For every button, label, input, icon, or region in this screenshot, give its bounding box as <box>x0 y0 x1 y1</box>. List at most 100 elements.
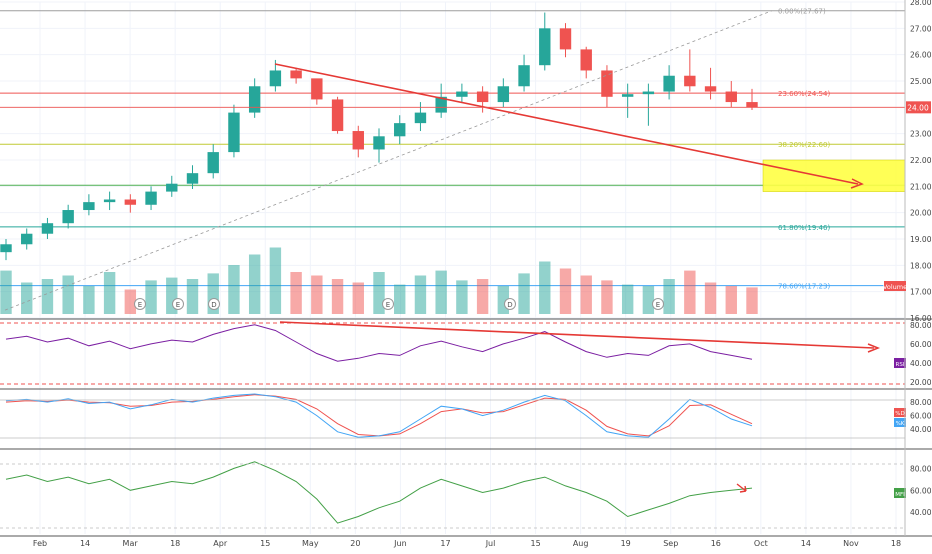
event-marker-label: E <box>138 301 142 309</box>
last-price-tag <box>906 101 931 114</box>
rsi-tick: 40.00 <box>910 359 932 368</box>
mfi-line <box>5 461 753 524</box>
candle-body <box>435 96 447 113</box>
stoch-tick: 80.00 <box>910 398 932 407</box>
volume-bar <box>373 272 385 314</box>
event-marker-label: E <box>176 301 180 309</box>
volume-bar <box>290 272 302 314</box>
candle-body <box>414 112 427 124</box>
volume-bar <box>725 286 737 314</box>
price-trendline <box>274 63 859 185</box>
mfi-tick: 80.00 <box>910 464 932 473</box>
candle-body <box>290 70 302 79</box>
y-tick-label: 25.00 <box>910 77 932 86</box>
x-tick-label: Nov <box>843 539 859 548</box>
candle-body <box>62 210 74 224</box>
x-tick-label: May <box>302 539 319 548</box>
x-tick-label: 14 <box>801 539 811 548</box>
fib-label: 38.20%(22.60) <box>778 141 830 149</box>
x-tick-label: Aug <box>573 539 589 548</box>
x-tick-label: 18 <box>891 539 901 548</box>
candlesticks <box>0 12 758 261</box>
y-tick-label: 27.00 <box>910 24 932 33</box>
rsi-trendline <box>279 321 875 349</box>
mfi-tick: 40.00 <box>910 508 932 517</box>
stochastic-pane: 80.00 60.00 40.00 %D %K <box>0 393 932 439</box>
candle-body <box>83 202 95 211</box>
candle-body <box>476 91 489 103</box>
mfi-tag <box>894 488 906 498</box>
stoch-line <box>5 394 753 437</box>
volume-bar <box>663 279 675 314</box>
rsi-pane: 80.00 60.00 40.00 20.00 RSI <box>0 321 932 387</box>
volume-bar <box>497 286 510 314</box>
price-trendline-arrow <box>850 178 864 189</box>
mfi-label: MFI <box>895 492 905 498</box>
candle-body <box>207 152 219 174</box>
volume-bar <box>559 268 572 314</box>
rsi-label: RSI <box>896 362 905 368</box>
candle-body <box>539 28 551 66</box>
volume-bar <box>269 247 282 314</box>
y-tick-label: 23.00 <box>910 130 932 139</box>
candle-body <box>41 223 54 234</box>
candle-body <box>580 49 592 71</box>
x-tick-label: 14 <box>80 539 90 548</box>
event-marker-circle <box>382 298 394 310</box>
stoch-k-tag <box>894 418 906 427</box>
rsi-line <box>5 324 753 362</box>
stoch-tick: 40.00 <box>910 425 932 434</box>
x-tick-label: Sep <box>663 539 678 548</box>
volume-bar <box>207 273 219 314</box>
rsi-tick: 80.00 <box>910 321 932 330</box>
event-marker-circle <box>652 298 664 310</box>
x-tick-label: Apr <box>213 539 228 548</box>
volume-bar <box>580 275 592 314</box>
candle-body <box>518 65 530 87</box>
x-tick-label: 17 <box>440 539 450 548</box>
candle-body <box>0 244 12 253</box>
candle-body <box>166 183 178 192</box>
rsi-tick: 20.00 <box>910 378 932 387</box>
x-tick-label: Mar <box>123 539 139 548</box>
y-tick-label: 18.00 <box>910 261 932 270</box>
volume-bar <box>83 286 95 314</box>
volume-bar <box>456 280 468 314</box>
candle-body <box>621 94 634 97</box>
candle-body <box>497 86 510 103</box>
last-price-label: 24.00 <box>907 103 929 112</box>
candle-body <box>311 78 323 100</box>
grid <box>0 1 905 534</box>
rsi-tick: 60.00 <box>910 340 932 349</box>
event-marker-label: D <box>507 301 512 309</box>
candle-body <box>373 136 385 150</box>
volume-bar <box>166 277 178 314</box>
candle-body <box>145 191 157 205</box>
volume-bar <box>684 270 696 314</box>
x-tick-label: 15 <box>530 539 540 548</box>
candle-body <box>559 28 572 50</box>
candle-body <box>21 233 33 245</box>
candle-body <box>456 91 468 97</box>
event-marker-label: E <box>386 301 390 309</box>
y-tick-label: 22.00 <box>910 156 932 165</box>
candle-body <box>186 173 199 184</box>
volume-bar <box>476 279 489 314</box>
y-tick-label: 20.00 <box>910 209 932 218</box>
fib-label: 23.60%(24.54) <box>778 90 830 98</box>
target-zone-box <box>762 159 906 192</box>
candle-body <box>228 112 240 153</box>
volume-bar <box>746 287 758 314</box>
x-tick-label: 20 <box>350 539 360 548</box>
stoch-tick: 60.00 <box>910 412 932 421</box>
candle-body <box>103 199 116 203</box>
x-tick-label: 19 <box>621 539 631 548</box>
volume-bar <box>414 275 427 314</box>
y-tick-label: 19.00 <box>910 235 932 244</box>
volume-bar <box>704 282 717 314</box>
event-marker-circle <box>504 298 516 310</box>
